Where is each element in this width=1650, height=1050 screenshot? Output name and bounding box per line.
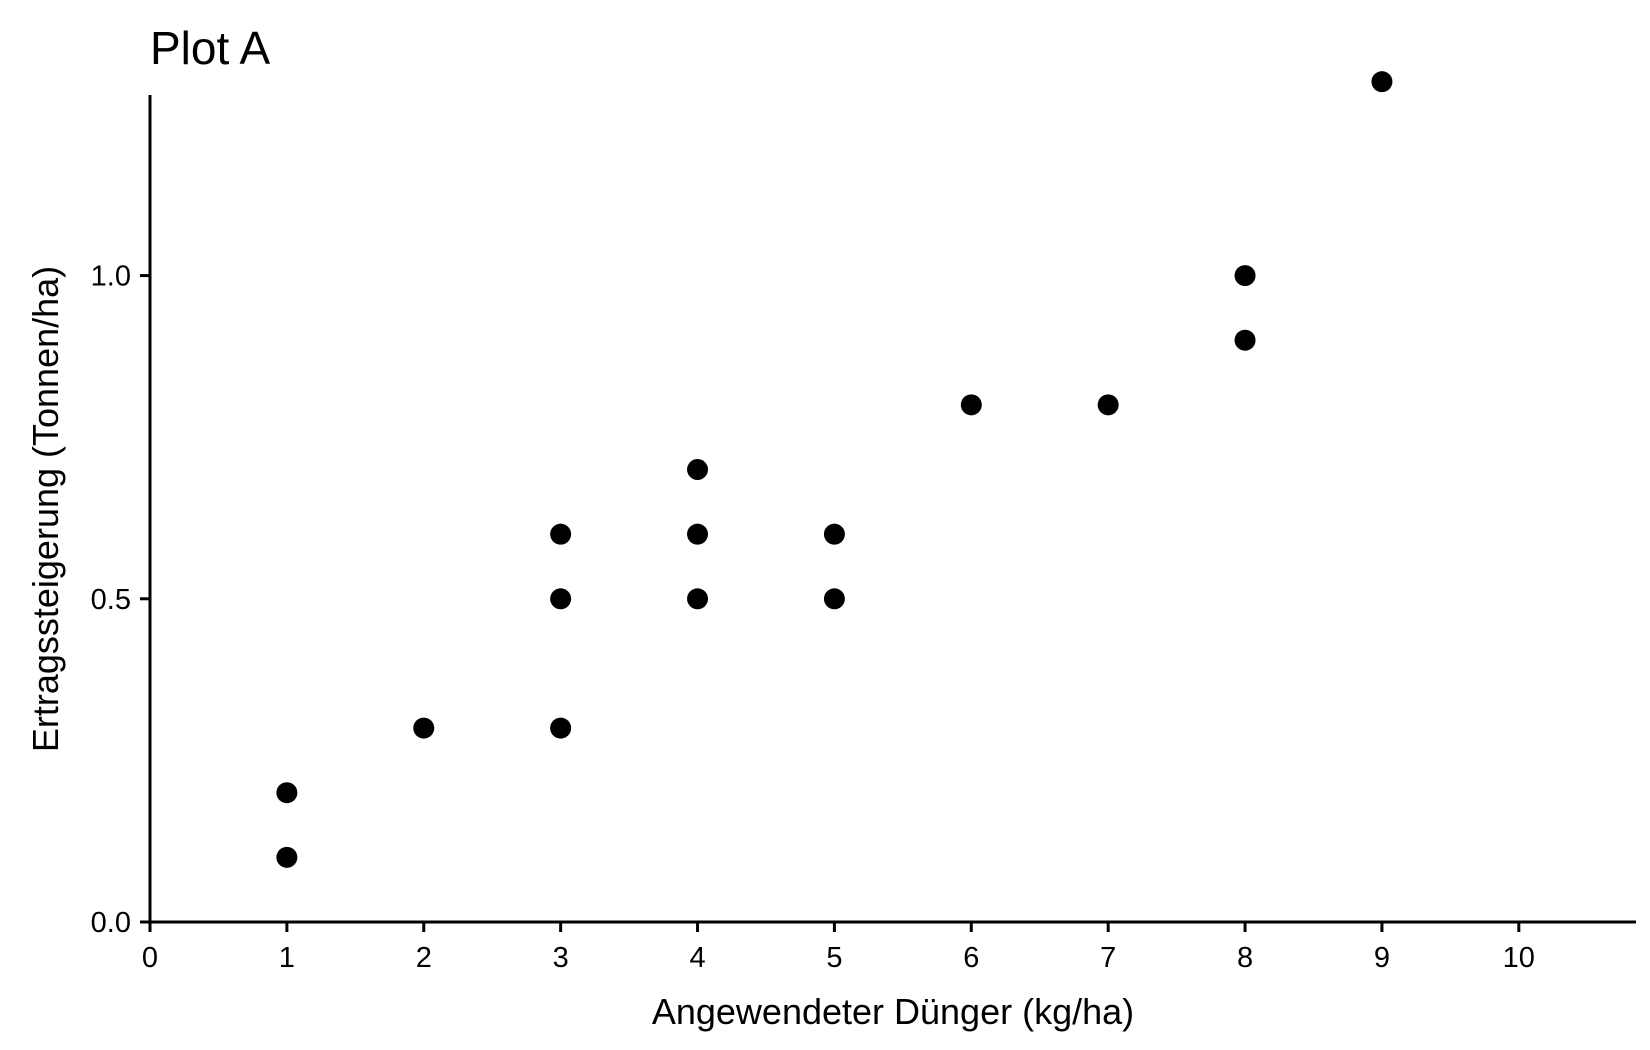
x-tick-label: 2 [416, 942, 432, 974]
x-tick-label: 0 [142, 942, 158, 974]
data-point [1234, 265, 1256, 287]
x-tick-label: 9 [1374, 942, 1390, 974]
x-tick-label: 10 [1503, 942, 1535, 974]
data-point [276, 782, 298, 804]
data-point [687, 588, 709, 610]
data-point [550, 588, 572, 610]
x-axis-title: Angewendeter Dünger (kg/ha) [652, 991, 1134, 1032]
data-point [960, 394, 982, 416]
y-axis-title: Ertragssteigerung (Tonnen/ha) [25, 266, 66, 752]
data-point [550, 717, 572, 739]
x-tick-label: 4 [689, 942, 705, 974]
chart-title: Plot A [150, 22, 271, 74]
data-point [1234, 329, 1256, 351]
x-tick-label: 8 [1237, 942, 1253, 974]
y-ticks: 0.0 0.5 1.0 [91, 261, 150, 939]
data-points [276, 71, 1393, 868]
x-ticks: 0 1 2 3 4 5 6 7 8 9 10 [142, 922, 1535, 974]
data-point [823, 523, 845, 545]
data-point [823, 588, 845, 610]
y-tick-label: 0.5 [91, 584, 131, 616]
data-point [1097, 394, 1119, 416]
data-point [550, 523, 572, 545]
data-point [1371, 71, 1393, 93]
x-tick-label: 6 [963, 942, 979, 974]
axes [148, 95, 1636, 924]
y-tick-label: 1.0 [91, 261, 131, 293]
x-tick-label: 7 [1100, 942, 1116, 974]
y-tick-label: 0.0 [91, 907, 131, 939]
x-tick-label: 5 [826, 942, 842, 974]
data-point [413, 717, 435, 739]
x-tick-label: 3 [553, 942, 569, 974]
data-point [687, 459, 709, 480]
x-tick-label: 1 [279, 942, 295, 974]
data-point [687, 523, 709, 545]
data-point [276, 846, 298, 868]
